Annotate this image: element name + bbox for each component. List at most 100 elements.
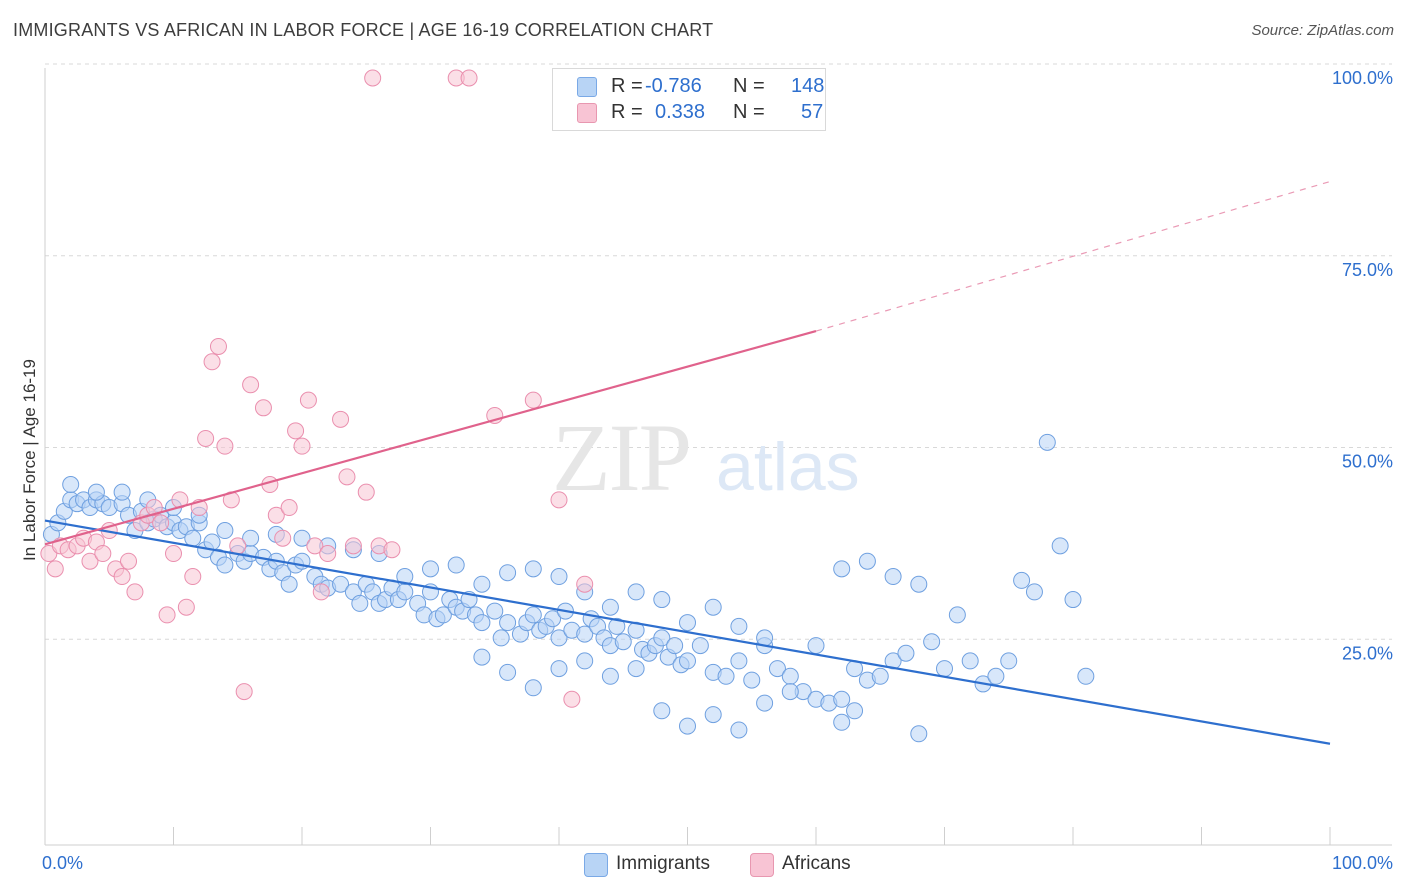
data-point-africans [293,437,311,455]
y-axis-label: In Labor Force | Age 16-19 [20,359,39,561]
data-point-immigrants [871,667,889,685]
x-tick-label: 100.0% [1332,853,1393,873]
data-point-africans [46,560,64,578]
data-point-immigrants [743,671,761,689]
data-point-immigrants [499,663,517,681]
data-point-immigrants [704,598,722,616]
data-point-africans [274,529,292,547]
data-point-immigrants [691,637,709,655]
y-tick-label: 25.0% [1342,643,1393,663]
data-point-africans [184,568,202,586]
data-point-africans [209,337,227,355]
data-point-immigrants [216,522,234,540]
data-point-immigrants [679,717,696,735]
data-point-africans [338,468,356,486]
data-point-immigrants [910,725,928,743]
data-point-africans [113,568,131,586]
data-point-africans [235,683,253,701]
data-point-immigrants [923,633,941,651]
data-point-immigrants [653,591,671,609]
data-point-immigrants [280,575,298,593]
data-point-africans [524,391,542,409]
data-point-africans [563,690,581,708]
data-point-africans [216,437,234,455]
legend-r-label: R = [611,75,643,97]
data-point-immigrants [608,617,626,635]
data-point-africans [242,376,260,394]
legend-r-label: R = [611,101,643,123]
data-point-immigrants [679,614,696,632]
data-point-immigrants [627,660,645,678]
legend-n-value: 148 [791,75,825,97]
data-point-immigrants [756,694,774,712]
data-point-immigrants [781,683,799,701]
data-point-immigrants [550,568,568,586]
data-point-immigrants [351,594,369,612]
data-point-africans [81,552,99,570]
data-point-immigrants [524,606,542,624]
data-point-africans [312,583,330,601]
data-point-immigrants [216,556,234,574]
legend-r-value: -0.786 [645,75,702,97]
bottom-legend-label: Africans [782,853,851,874]
data-point-immigrants [679,652,696,670]
data-point-immigrants [936,660,953,678]
data-point-immigrants [576,652,594,670]
data-point-africans [145,499,163,517]
data-point-immigrants [1025,583,1043,601]
data-point-africans [126,583,144,601]
legend-r-value: 0.338 [655,101,706,123]
data-point-immigrants [1064,591,1082,609]
trendline-africans [44,330,817,546]
data-point-immigrants [524,560,542,578]
y-tick-label: 75.0% [1342,260,1393,280]
data-point-immigrants [499,614,517,632]
stats-legend: R = -0.786 N = 148 R = 0.338 N = 57 [552,68,826,131]
data-point-immigrants [948,606,966,624]
data-point-immigrants [550,629,568,647]
data-point-africans [203,353,221,371]
data-point-immigrants [447,556,465,574]
data-point-africans [383,541,401,559]
data-point-immigrants [987,667,1005,685]
data-point-immigrants [614,633,632,651]
grid-lines [45,63,1392,640]
data-point-immigrants [730,652,748,670]
data-point-immigrants [544,610,562,628]
data-point-immigrants [524,679,542,697]
data-point-immigrants [961,652,979,670]
data-point-africans [364,69,382,87]
data-point-immigrants [910,575,928,593]
data-point-africans [165,545,182,563]
legend-n-label: N = [733,75,765,97]
data-point-immigrants [653,629,671,647]
data-point-immigrants [1051,537,1069,555]
data-point-immigrants [62,476,80,494]
data-point-immigrants [486,602,504,620]
data-point-africans [120,552,138,570]
data-point-africans [254,399,272,417]
data-point-immigrants [87,483,105,501]
bottom-legend-swatch-africans [750,853,774,877]
data-point-immigrants [897,644,915,662]
data-point-immigrants [807,637,825,655]
data-point-immigrants [1038,433,1056,451]
data-point-africans [332,410,350,428]
data-point-africans [197,429,215,447]
legend-swatch-africans [577,103,597,123]
data-point-immigrants [627,583,645,601]
data-point-immigrants [550,660,568,678]
data-point-africans [299,391,317,409]
data-point-immigrants [473,575,491,593]
data-point-africans [550,491,568,509]
data-point-immigrants [601,598,619,616]
data-point-immigrants [833,690,851,708]
data-point-immigrants [473,614,491,632]
data-point-immigrants [499,564,517,582]
data-point-africans [319,545,337,563]
data-point-africans [177,598,195,616]
data-point-africans [460,69,478,87]
watermark: ZIP atlas [552,404,860,511]
data-point-immigrants [434,606,452,624]
data-point-africans [229,537,247,555]
